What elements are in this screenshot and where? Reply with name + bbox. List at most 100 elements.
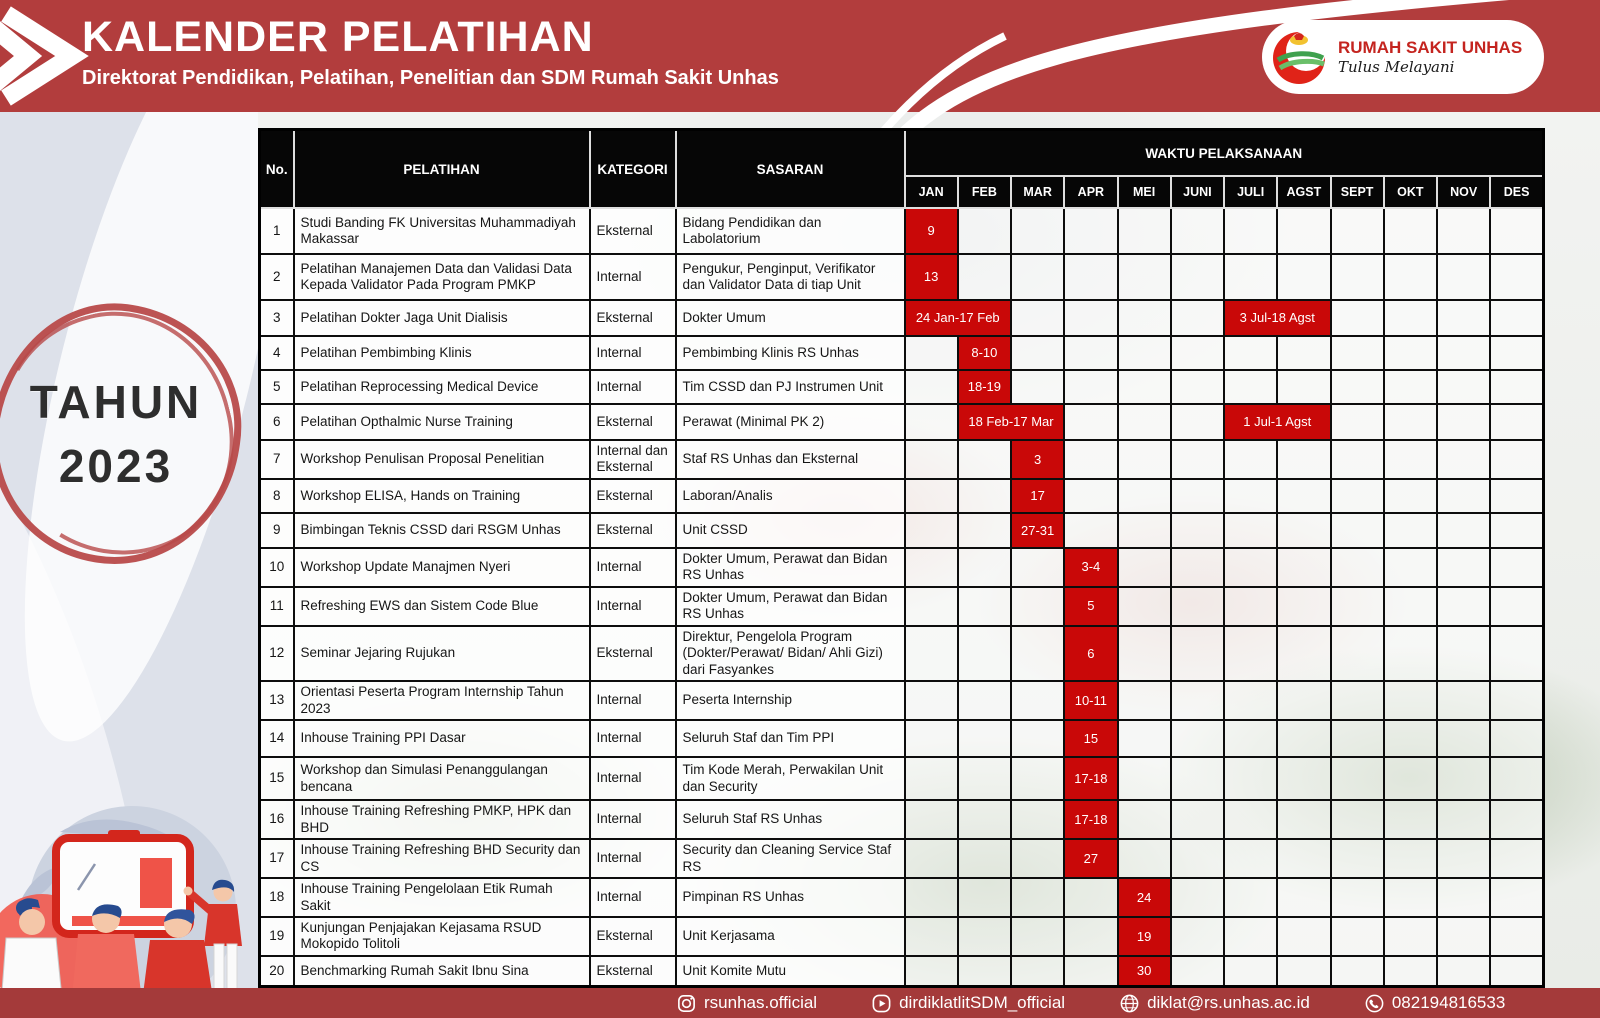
category-cell: Internal [588, 546, 677, 588]
row-number-cell: 10 [258, 546, 295, 588]
month-cell [1222, 253, 1279, 301]
month-cell [1169, 207, 1226, 255]
table-row: 1 Studi Banding FK Universitas Muhammadiy… [258, 207, 1545, 255]
month-cell [1276, 877, 1332, 918]
month-cell [1169, 799, 1226, 841]
target-cell: Security dan Cleaning Service Staf RS [674, 838, 906, 880]
month-cell [1063, 915, 1119, 957]
month-cell [1489, 624, 1545, 683]
month-cell [1009, 915, 1066, 957]
table-row: 10 Workshop Update Manajmen Nyeri Internal… [258, 546, 1545, 588]
category-cell: Eksternal [588, 624, 677, 683]
month-cell [1435, 799, 1492, 841]
target-cell: Bidang Pendidikan dan Labolatorium [674, 207, 906, 255]
training-name-cell: Pelatihan Reprocessing Medical Device [292, 369, 591, 405]
month-header: DES [1489, 175, 1545, 209]
training-name-cell: Inhouse Training PPI Dasar [292, 719, 591, 759]
schedule-event-cell: 19 [1116, 915, 1172, 957]
category-cell: Internal [588, 799, 677, 841]
row-number-cell: 1 [258, 207, 295, 255]
table-row: 11 Refreshing EWS dan Sistem Code Blue Int… [258, 585, 1545, 627]
month-cell [1489, 877, 1545, 918]
schedule-event-cell: 6 [1063, 624, 1119, 683]
month-cell [1063, 369, 1119, 405]
month-cell [903, 680, 959, 722]
training-name-cell: Workshop dan Simulasi Penanggulangan ben… [292, 756, 591, 802]
category-cell: Eksternal [588, 299, 677, 337]
schedule-event-cell: 1 Jul-1 Agst [1223, 403, 1332, 441]
table-row: 12 Seminar Jejaring Rujukan Eksternal Direk… [258, 624, 1545, 683]
row-number-cell: 5 [258, 369, 295, 405]
month-cell [1063, 299, 1119, 337]
month-cell [956, 877, 1013, 918]
category-cell: Internal [588, 335, 677, 371]
table-row: 20 Benchmarking Rumah Sakit Ibnu Sina Ekst… [258, 954, 1545, 988]
month-cell [1009, 838, 1066, 880]
category-cell: Eksternal [588, 954, 677, 988]
training-name-cell: Bimbingan Teknis CSSD dari RSGM Unhas [292, 511, 591, 549]
month-cell [1489, 585, 1545, 627]
contact-item: dirdiklatlitSDM_official [871, 993, 1065, 1014]
month-cell [1382, 477, 1439, 514]
category-cell: Eksternal [588, 511, 677, 549]
month-cell [1222, 954, 1279, 988]
month-cell [903, 585, 959, 627]
month-cell [1116, 369, 1172, 405]
month-cell [1489, 207, 1545, 255]
category-cell: Internal [588, 585, 677, 627]
month-cell [1329, 799, 1385, 841]
hospital-tagline: Tulus Melayani [1338, 58, 1455, 77]
month-cell [1009, 799, 1066, 841]
month-cell [1489, 439, 1545, 480]
month-cell [1222, 207, 1279, 255]
page-title: KALENDER PELATIHAN [82, 13, 594, 61]
contact-footer: rsunhas.official dirdiklatlitSDM_official… [0, 988, 1600, 1018]
month-cell [1329, 680, 1385, 722]
month-cell [1116, 585, 1172, 627]
table-row: 7 Workshop Penulisan Proposal Penelitian I… [258, 439, 1545, 480]
month-cell [1435, 680, 1492, 722]
category-cell: Internal [588, 680, 677, 722]
year-number: 2023 [58, 440, 174, 492]
training-name-cell: Inhouse Training Refreshing PMKP, HPK da… [292, 799, 591, 841]
month-cell [1382, 756, 1439, 802]
target-cell: Staf RS Unhas dan Eksternal [674, 439, 906, 480]
month-cell [1435, 253, 1492, 301]
month-cell [1382, 915, 1439, 957]
month-cell [1489, 511, 1545, 549]
month-cell [1489, 477, 1545, 514]
training-calendar-table: No. PELATIHAN KATEGORI SASARAN WAKTU PEL… [258, 128, 1545, 989]
schedule-event-cell: 9 [903, 207, 959, 255]
month-cell [903, 439, 959, 480]
category-cell: Internal [588, 877, 677, 918]
month-cell [1329, 299, 1385, 337]
month-cell [1222, 335, 1279, 371]
month-cell [1009, 253, 1066, 301]
month-cell [1276, 756, 1332, 802]
month-cell [1169, 369, 1226, 405]
month-cell [1382, 335, 1439, 371]
month-cell [1222, 511, 1279, 549]
training-name-cell: Benchmarking Rumah Sakit Ibnu Sina [292, 954, 591, 988]
category-cell: Internal [588, 253, 677, 301]
table-row: 8 Workshop ELISA, Hands on Training Ekster… [258, 477, 1545, 514]
target-cell: Dokter Umum, Perawat dan Bidan RS Unhas [674, 585, 906, 627]
month-cell [1222, 546, 1279, 588]
month-cell [1329, 719, 1385, 759]
target-cell: Laboran/Analis [674, 477, 906, 514]
contact-text: rsunhas.official [704, 993, 818, 1012]
training-name-cell: Orientasi Peserta Program Internship Tah… [292, 680, 591, 722]
month-cell [956, 799, 1013, 841]
month-cell [1435, 369, 1492, 405]
contact-item: diklat@rs.unhas.ac.id [1119, 993, 1310, 1014]
target-cell: Seluruh Staf dan Tim PPI [674, 719, 906, 759]
month-cell [956, 719, 1013, 759]
contact-text: dirdiklatlitSDM_official [899, 993, 1066, 1012]
table-row: 13 Orientasi Peserta Program Internship T… [258, 680, 1545, 722]
month-cell [1169, 838, 1226, 880]
month-cell [1222, 915, 1279, 957]
month-cell [1063, 335, 1119, 371]
month-cell [903, 477, 959, 514]
row-number-cell: 12 [258, 624, 295, 683]
row-number-cell: 17 [258, 838, 295, 880]
